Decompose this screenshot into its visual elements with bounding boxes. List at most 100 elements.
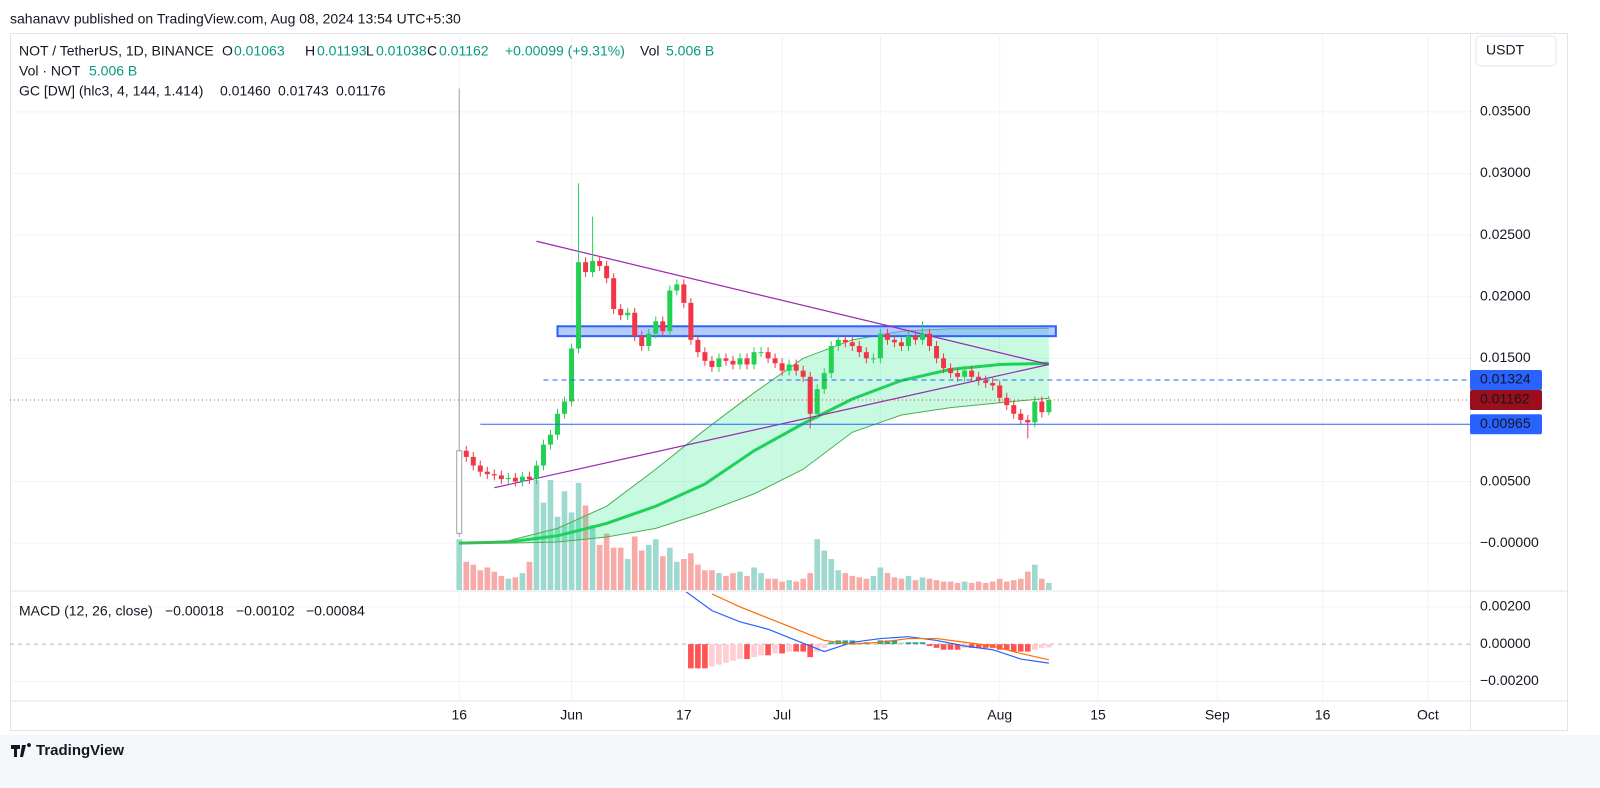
change: +0.00099 (+9.31%)	[505, 43, 625, 59]
volume-bar	[561, 491, 568, 590]
macd-value: −0.00102	[236, 603, 295, 619]
candle-body	[1046, 399, 1052, 413]
macd-tick-label: 0.00200	[1480, 598, 1531, 614]
candle-body	[625, 312, 631, 316]
volume-bar	[730, 573, 736, 590]
macd-histogram-bar	[821, 644, 828, 648]
volume-bar	[996, 578, 1003, 590]
volume-bar	[674, 561, 680, 590]
candle-body	[941, 358, 947, 369]
macd-histogram-bar	[891, 640, 898, 645]
candle-body	[758, 352, 764, 354]
macd-histogram-bar	[933, 644, 940, 648]
macd-pane	[685, 592, 1052, 669]
candle-body	[1025, 419, 1031, 423]
candle-body	[562, 401, 568, 414]
macd-name: MACD (12, 26, close)	[19, 603, 153, 619]
macd-histogram-bar	[800, 644, 806, 652]
volume-bar	[659, 556, 666, 590]
candle-body	[695, 339, 701, 353]
x-tick-label: Sep	[1205, 707, 1230, 723]
candle-body	[976, 376, 982, 381]
candle-body	[842, 339, 848, 343]
y-tick-label: 0.01500	[1480, 349, 1531, 365]
volume-bar	[645, 544, 652, 590]
macd-histogram-bar	[730, 644, 736, 661]
volume-bar	[505, 578, 512, 590]
macd-histogram-bar	[996, 644, 1003, 650]
candle-body	[667, 290, 673, 332]
y-tick-label: 0.02500	[1480, 226, 1531, 242]
volume-bar	[1017, 578, 1024, 590]
macd-histogram-bar	[905, 642, 912, 645]
macd-histogram-bar	[926, 644, 933, 646]
candle-body	[716, 358, 722, 367]
candle-body	[948, 368, 954, 374]
volume-bar	[716, 573, 722, 590]
volume-bar	[596, 544, 603, 590]
candle-body	[905, 336, 911, 347]
macd-tick-label: 0.00000	[1480, 635, 1531, 651]
volume-bar	[982, 582, 989, 590]
macd-histogram-bar	[807, 644, 813, 658]
macd-histogram-bar	[968, 644, 975, 648]
volume-bar	[933, 580, 940, 590]
macd-histogram-bar	[1003, 644, 1010, 650]
brand: TradingView	[11, 742, 124, 759]
macd-histogram-bar	[716, 644, 722, 665]
volume-bar	[652, 539, 659, 590]
macd-histogram-bar	[744, 644, 750, 660]
volume-bar	[891, 577, 898, 590]
y-tick-label: −0.00000	[1480, 534, 1539, 550]
price-pane	[10, 88, 1470, 590]
volume-bar	[863, 578, 870, 590]
macd-histogram-bar	[709, 644, 715, 667]
volume-bar	[491, 571, 498, 590]
candle-body	[962, 370, 968, 377]
volume-bar	[898, 578, 905, 590]
candle-body	[793, 364, 799, 371]
volume-bar	[547, 480, 554, 590]
macd-histogram-bar	[751, 644, 757, 658]
volume-bar	[772, 578, 778, 590]
high-value: 0.01193	[317, 43, 367, 59]
currency-box[interactable]	[1475, 35, 1557, 67]
zone	[556, 325, 1057, 338]
volume-bar	[1024, 571, 1031, 590]
volume-bar	[617, 547, 624, 590]
candle-body	[512, 477, 518, 482]
volume-bar	[870, 575, 877, 590]
macd-histogram-bar	[814, 644, 821, 652]
candle-body	[547, 434, 553, 445]
low-label: L	[366, 43, 374, 59]
volume-bar	[610, 547, 617, 590]
macd-histogram-bar	[758, 644, 764, 656]
candle-body	[505, 477, 511, 480]
candle-body	[484, 471, 490, 475]
candle-body	[955, 373, 961, 377]
volume-bar	[533, 480, 540, 590]
price-badge	[1470, 389, 1542, 410]
gc-value: 0.01743	[278, 83, 329, 99]
volume-bar	[877, 567, 884, 590]
candle-body	[1039, 401, 1045, 413]
candle-body	[807, 376, 813, 414]
candle-body	[526, 476, 532, 480]
macd-value: −0.00084	[306, 603, 365, 619]
macd-histogram-bar	[912, 642, 919, 645]
currency[interactable]: USDT	[1486, 42, 1525, 58]
volume-bar	[758, 573, 764, 590]
candle-body	[576, 262, 582, 349]
volume-bar	[681, 558, 687, 590]
macd-histogram-bar	[793, 644, 799, 652]
brand-logo	[11, 743, 31, 757]
volume-bar	[989, 581, 996, 590]
macd-histogram-bar	[947, 644, 954, 650]
volume-bar	[842, 573, 849, 590]
macd-line	[711, 593, 1049, 661]
legend: NOT / TetherUS, 1D, BINANCE O 0.01063 H …	[19, 43, 714, 619]
volume-bar	[463, 561, 470, 590]
volume-bar	[828, 558, 835, 590]
candle-body	[744, 358, 750, 365]
